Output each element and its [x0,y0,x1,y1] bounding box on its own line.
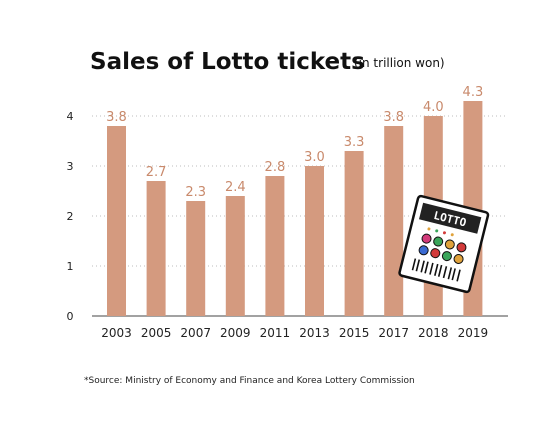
data-label: 3.8 [383,110,404,125]
x-tick-label: 2005 [141,326,172,340]
bar-2003 [107,126,126,316]
x-tick-label: 2009 [220,326,251,340]
y-axis-ticks: 0 1 2 3 4 [67,110,74,323]
chart-subtitle: (in trillion won) [354,56,445,70]
x-tick-label: 2019 [458,326,489,340]
x-tick-label: 2011 [260,326,291,340]
bar-2011 [265,176,285,316]
source-note: *Source: Ministry of Economy and Finance… [84,376,415,386]
x-tick-label: 2015 [339,326,370,340]
x-tick-label: 2013 [299,326,330,340]
data-label: 3.3 [344,135,365,150]
lotto-ticket-icon: LOTTO [398,194,490,294]
y-tick-label: 2 [67,210,74,223]
x-tick-label: 2017 [378,326,409,340]
bar-2015 [344,151,364,316]
data-labels: 3.8 2.7 2.3 2.4 2.8 3.0 3.3 3.8 4.0 4.3 [106,85,483,200]
data-label: 2.8 [265,160,286,175]
bar-2009 [225,196,245,316]
data-label: 3.8 [106,110,127,125]
x-tick-label: 2003 [101,326,132,340]
bar-2005 [146,181,166,316]
chart-title: Sales of Lotto tickets [90,49,365,75]
y-tick-label: 0 [67,310,74,323]
bar-2017 [384,126,404,316]
data-label: 4.3 [463,85,484,100]
x-tick-label: 2018 [418,326,449,340]
data-label: 4.0 [423,100,444,115]
data-label: 3.0 [304,150,325,165]
data-label: 2.3 [185,185,206,200]
bar-2007 [186,201,206,316]
gridlines [92,115,508,267]
y-tick-label: 3 [67,160,74,173]
data-label: 2.4 [225,180,246,195]
x-tick-label: 2007 [180,326,211,340]
x-axis-ticks: 2003 2005 2007 2009 2011 2013 2015 2017 2018 2019 [101,326,488,340]
y-tick-label: 4 [67,110,74,123]
y-tick-label: 1 [67,260,74,273]
bar-2013 [305,166,324,316]
data-label: 2.7 [146,165,167,180]
